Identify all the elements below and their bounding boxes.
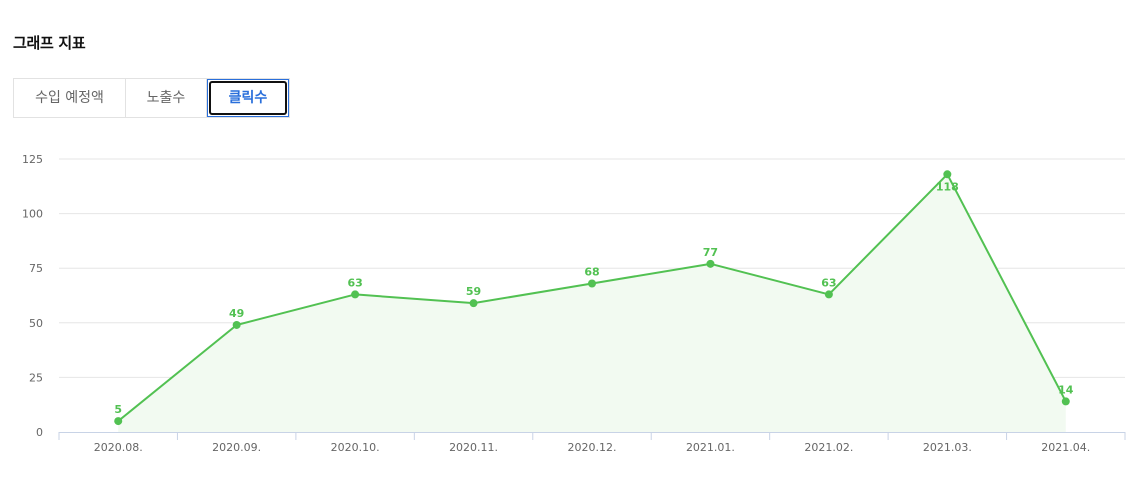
series-area xyxy=(118,174,1066,432)
x-tick-label: 2021.01. xyxy=(686,441,735,454)
data-label: 59 xyxy=(466,285,481,298)
data-points xyxy=(114,170,1070,426)
data-point xyxy=(943,170,952,179)
x-axis xyxy=(58,432,1126,440)
data-label: 63 xyxy=(347,276,362,289)
x-tick-label: 2021.03. xyxy=(923,441,972,454)
data-point xyxy=(706,259,715,268)
data-label: 14 xyxy=(1058,383,1074,396)
data-label: 63 xyxy=(821,276,836,289)
x-tick-label: 2020.12. xyxy=(568,441,617,454)
data-label: 5 xyxy=(114,403,122,416)
data-point xyxy=(469,299,478,308)
tab-clicks[interactable]: 클릭수 xyxy=(207,79,289,117)
x-tick-label: 2020.09. xyxy=(212,441,261,454)
data-point xyxy=(1061,397,1070,406)
data-labels: 5 49 63 59 68 77 63 118 14 xyxy=(114,180,1073,416)
tab-expected-revenue[interactable]: 수입 예정액 xyxy=(14,79,126,117)
x-tick-label: 2020.08. xyxy=(94,441,143,454)
data-point xyxy=(824,290,833,299)
data-label: 68 xyxy=(584,265,599,278)
metric-tabs: 수입 예정액 노출수 클릭수 xyxy=(13,78,290,118)
x-tick-label: 2021.02. xyxy=(804,441,853,454)
y-tick-label: 50 xyxy=(29,317,43,330)
x-tick-labels: 2020.08. 2020.09. 2020.10. 2020.11. 2020.12.… xyxy=(94,441,1091,454)
x-tick-label: 2020.11. xyxy=(449,441,498,454)
data-point xyxy=(351,290,360,299)
y-tick-label: 100 xyxy=(22,208,43,221)
data-point xyxy=(232,320,241,329)
y-tick-labels: 0 25 50 75 100 125 xyxy=(22,153,43,439)
section-title: 그래프 지표 xyxy=(13,34,86,52)
x-tick-label: 2021.04. xyxy=(1041,441,1090,454)
data-label: 49 xyxy=(229,307,244,320)
y-tick-label: 0 xyxy=(36,426,43,439)
data-point xyxy=(114,417,123,426)
tab-impressions[interactable]: 노출수 xyxy=(126,79,207,117)
data-point xyxy=(588,279,596,288)
x-tick-label: 2020.10. xyxy=(331,441,380,454)
y-tick-label: 75 xyxy=(29,262,43,275)
data-label: 77 xyxy=(703,246,718,259)
series-area-fill xyxy=(118,174,1066,432)
y-tick-label: 25 xyxy=(29,371,43,384)
y-tick-label: 125 xyxy=(22,153,43,166)
data-label: 118 xyxy=(936,180,959,193)
